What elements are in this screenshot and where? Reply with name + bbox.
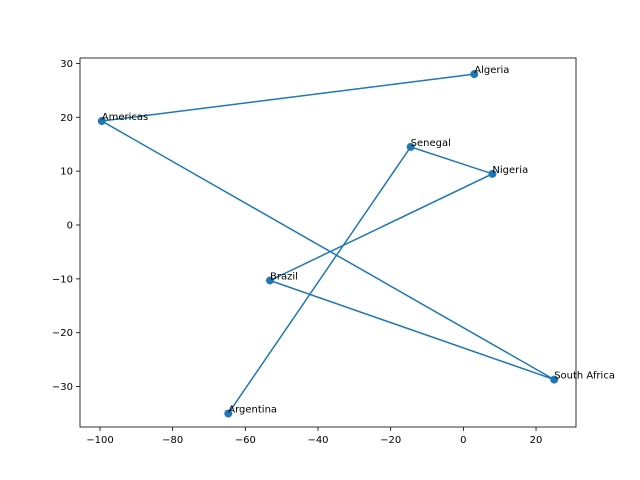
x-tick-label: −40 <box>307 435 328 446</box>
data-point <box>550 375 559 384</box>
x-axis-ticks: −100 −80 −60 −40 −20 0 20 <box>86 427 542 446</box>
x-tick-label: 0 <box>460 435 466 446</box>
data-point <box>470 70 479 79</box>
point-label: Americas <box>102 112 148 123</box>
data-point <box>97 117 106 126</box>
point-labels: Algeria Americas South Africa Brazil Nigeria… <box>102 65 615 415</box>
data-point <box>224 409 233 418</box>
x-tick-label: −80 <box>162 435 183 446</box>
data-point <box>266 276 275 285</box>
point-label: South Africa <box>554 371 615 382</box>
point-label: Senegal <box>411 138 451 149</box>
point-label: Nigeria <box>492 165 528 176</box>
point-label: Argentina <box>228 405 277 416</box>
x-tick-label: −100 <box>86 435 113 446</box>
point-label: Brazil <box>270 271 298 282</box>
y-tick-label: 10 <box>60 167 73 178</box>
y-tick-label: 0 <box>67 220 73 231</box>
y-axis-ticks: −30 −20 −10 0 10 20 30 <box>52 59 80 393</box>
x-tick-label: −60 <box>235 435 256 446</box>
y-tick-label: −30 <box>52 382 73 393</box>
y-tick-label: −20 <box>52 328 73 339</box>
y-tick-label: 30 <box>60 59 73 70</box>
x-tick-label: 20 <box>530 435 543 446</box>
data-point <box>406 142 415 151</box>
plot-frame <box>79 57 577 428</box>
data-point <box>488 169 497 178</box>
point-label: Algeria <box>474 65 509 76</box>
y-tick-label: −10 <box>52 274 73 285</box>
y-tick-label: 20 <box>60 113 73 124</box>
data-points <box>97 70 559 418</box>
x-tick-label: −20 <box>380 435 401 446</box>
